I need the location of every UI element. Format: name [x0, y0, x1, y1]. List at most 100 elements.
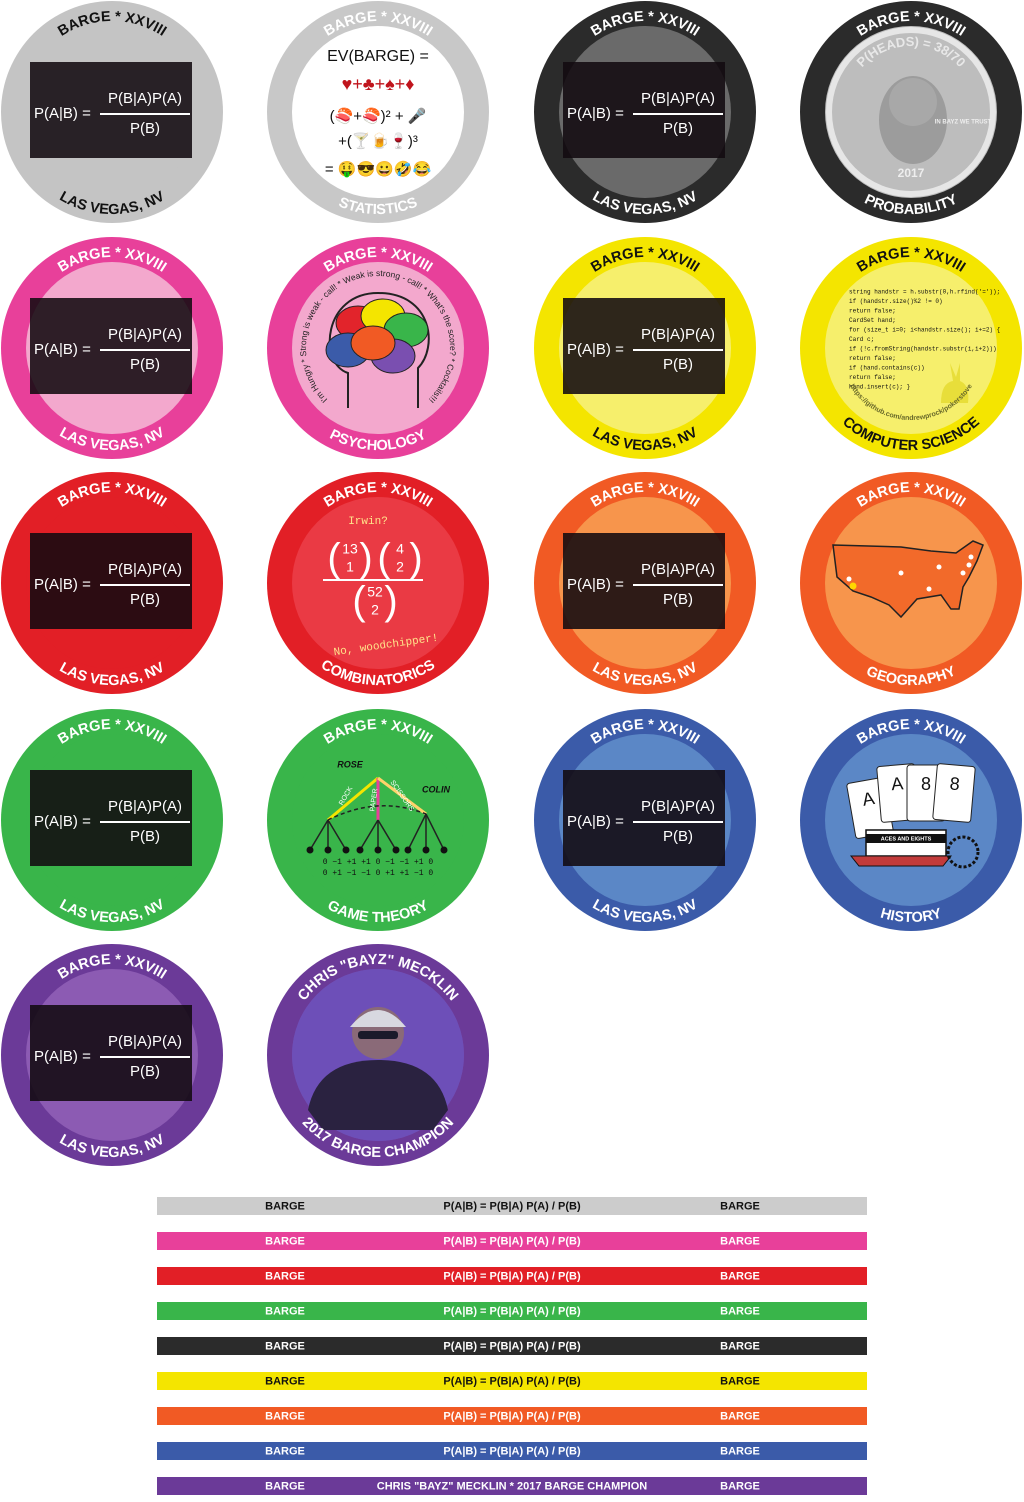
stripe-right: BARGE: [720, 1445, 760, 1457]
binomial-bottom: 2: [396, 559, 404, 575]
formula-numerator: P(B|A)P(A): [641, 561, 715, 578]
formula-numerator: P(B|A)P(A): [108, 1033, 182, 1050]
chip-formula: P(A|B) =P(B|A)P(A)P(B)BARGE * XXVIIILAS …: [1, 944, 223, 1166]
chip-statistics: EV(BARGE) = ♥+♣+♠+♦ (🍣+🍣)² + 🎤 +(🍸🍺🍷)³ = 🤑😎😀…: [267, 1, 489, 223]
stripe: BARGE P(A|B) = P(B|A) P(A) / P(B) BARGE: [157, 1232, 867, 1250]
tree-edge: [327, 819, 347, 851]
home-star: [849, 582, 857, 590]
coin-motto: IN BAYZ WE TRUST: [935, 120, 992, 126]
stripe-band: [157, 1337, 867, 1355]
paren-right: ): [409, 536, 422, 580]
stripe-band: [157, 1477, 867, 1495]
stripe-left: BARGE: [265, 1270, 305, 1282]
formula-lhs: P(A|B) =: [34, 1048, 91, 1065]
formula-denominator: P(B): [663, 120, 693, 137]
code-line: if (hand.contains(c)): [849, 365, 925, 372]
formula-panel: [563, 298, 725, 394]
leaf: [374, 846, 382, 854]
stripe-band: [157, 1302, 867, 1320]
code-line: hand.insert(c); }: [849, 384, 910, 391]
leaf: [392, 846, 400, 854]
city-dot: [966, 562, 972, 568]
stripe-center: P(A|B) = P(B|A) P(A) / P(B): [443, 1270, 581, 1282]
stripe-right: BARGE: [720, 1305, 760, 1317]
leaf: [356, 846, 364, 854]
formula-lhs: P(A|B) =: [34, 341, 91, 358]
stripe-left: BARGE: [265, 1200, 305, 1212]
code-line: CardSet hand;: [849, 317, 896, 324]
chip-formula: P(A|B) =P(B|A)P(A)P(B)BARGE * XXVIIILAS …: [1, 237, 223, 459]
stripe-band: [157, 1232, 867, 1250]
stripe-band: [157, 1442, 867, 1460]
stripe-right: BARGE: [720, 1480, 760, 1492]
paren-left: (: [377, 536, 391, 580]
tree-edge: [309, 819, 329, 851]
formula-lhs: P(A|B) =: [34, 813, 91, 830]
coin-year: 2017: [898, 166, 925, 180]
stripe-left: BARGE: [265, 1410, 305, 1422]
formula-lhs: P(A|B) =: [34, 105, 91, 122]
formula-denominator: P(B): [663, 356, 693, 373]
stripe-left: BARGE: [265, 1445, 305, 1457]
code-line: return false;: [849, 374, 896, 381]
coin-rim: [826, 27, 996, 197]
formula-numerator: P(B|A)P(A): [641, 90, 715, 107]
rabbit-icon: [941, 363, 969, 403]
formula-denominator: P(B): [130, 828, 160, 845]
formula-panel: [30, 770, 192, 866]
us-map: [832, 540, 984, 619]
stripe: BARGE P(A|B) = P(B|A) P(A) / P(B) BARGE: [157, 1337, 867, 1355]
coin-portrait-head: [889, 78, 937, 126]
city-dot: [926, 586, 932, 592]
formula-numerator: P(B|A)P(A): [108, 90, 182, 107]
portrait-glasses: [358, 1031, 398, 1039]
stripe-right: BARGE: [720, 1200, 760, 1212]
code-line: return false;: [849, 355, 896, 362]
stripe-band: [157, 1407, 867, 1425]
stripe: BARGE P(A|B) = P(B|A) P(A) / P(B) BARGE: [157, 1302, 867, 1320]
portrait-body: [308, 1060, 448, 1130]
portrait-cap: [350, 1010, 406, 1027]
ev-line: ♥+♣+♠+♦: [342, 74, 415, 94]
player: ROSE: [337, 759, 364, 769]
chip-face: [292, 26, 464, 198]
stripe-right: BARGE: [720, 1375, 760, 1387]
tree-edge: [359, 819, 379, 851]
card-rank: A: [861, 788, 876, 810]
stripe: BARGE P(A|B) = P(B|A) P(A) / P(B) BARGE: [157, 1197, 867, 1215]
formula-denominator: P(B): [663, 591, 693, 608]
stripe: BARGE CHRIS "BAYZ" MECKLIN * 2017 BARGE C…: [157, 1477, 867, 1495]
stripe-right: BARGE: [720, 1235, 760, 1247]
stripe-band: [157, 1372, 867, 1390]
move: PAPER: [369, 788, 379, 812]
ev-line: EV(BARGE) =: [327, 48, 429, 65]
formula-panel: [30, 533, 192, 629]
payoff-row: 0 −1 +1 +1 0 −1 −1 +1 0: [323, 858, 434, 867]
card-rank: A: [890, 773, 904, 794]
formula-lhs: P(A|B) =: [567, 813, 624, 830]
stripe-right: BARGE: [720, 1410, 760, 1422]
paren-left: (: [352, 579, 366, 623]
stripe-center: P(A|B) = P(B|A) P(A) / P(B): [443, 1305, 581, 1317]
code-line: Card c;: [849, 336, 874, 343]
stripe-left: BARGE: [265, 1235, 305, 1247]
chip-bottom-text-path: HISTORY: [879, 906, 944, 927]
binomial-top: 4: [396, 541, 404, 557]
stripe: BARGE P(A|B) = P(B|A) P(A) / P(B) BARGE: [157, 1372, 867, 1390]
chip-formula: P(A|B) =P(B|A)P(A)P(B)BARGE * XXVIIILAS …: [1, 1, 223, 223]
formula-denominator: P(B): [663, 828, 693, 845]
hull: [849, 855, 953, 867]
formula-numerator: P(B|A)P(A): [108, 561, 182, 578]
boat-name: ACES AND EIGHTS: [881, 836, 932, 842]
code-line: if (!c.fromString(handstr.substr(i,i+2))…: [849, 346, 997, 353]
leaf: [404, 846, 412, 854]
stripe-center: CHRIS "BAYZ" MECKLIN * 2017 BARGE CHAMPI…: [377, 1480, 647, 1492]
tree-edge: [425, 813, 445, 851]
city-dot: [936, 564, 942, 570]
formula-panel: [563, 770, 725, 866]
paren-right: ): [359, 536, 372, 580]
chip-bottom-text-path: STATISTICS: [336, 195, 419, 219]
playing-card: [932, 763, 976, 823]
